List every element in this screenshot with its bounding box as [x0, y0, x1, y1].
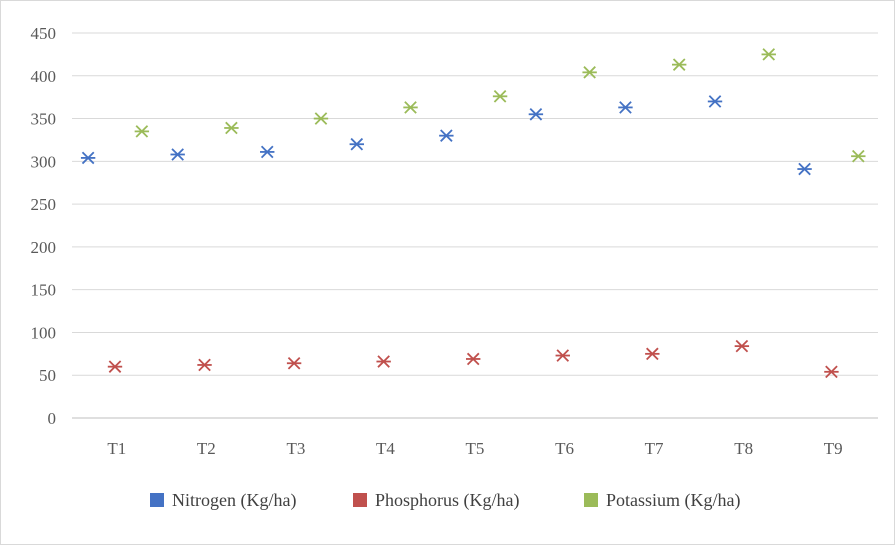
- data-point-1: [260, 145, 275, 159]
- data-point-3: [851, 149, 866, 163]
- data-point-3: [582, 66, 597, 79]
- data-point-3: [403, 101, 418, 114]
- y-tick-label: 450: [31, 24, 57, 43]
- x-tick-label: T1: [107, 439, 126, 458]
- legend-swatch: [353, 493, 367, 507]
- data-point-1: [80, 151, 96, 165]
- y-axis: 0 50 100 150 200 250 300 350 400 450: [31, 24, 57, 428]
- x-tick-label: T5: [466, 439, 485, 458]
- x-axis: T1 T2 T3 T4 T5 T6 T7 T8 T9: [107, 439, 842, 458]
- y-tick-label: 300: [31, 152, 57, 171]
- data-point-1: [170, 148, 185, 161]
- x-tick-label: T9: [824, 439, 843, 458]
- data-point-2: [286, 356, 302, 370]
- legend-swatch: [150, 493, 164, 507]
- x-tick-label: T8: [734, 439, 753, 458]
- y-tick-label: 50: [39, 366, 56, 385]
- y-tick-label: 100: [31, 323, 57, 342]
- data-point-1: [439, 129, 454, 142]
- x-tick-label: T3: [286, 439, 305, 458]
- data-point-3: [134, 125, 150, 138]
- legend-label: Potassium (Kg/ha): [606, 490, 741, 511]
- data-point-2: [645, 347, 660, 361]
- x-tick-label: T7: [645, 439, 664, 458]
- y-tick-label: 200: [31, 238, 57, 257]
- data-point-1: [618, 101, 633, 114]
- data-point-2: [555, 349, 570, 362]
- data-point-3: [224, 121, 239, 135]
- y-tick-label: 0: [48, 409, 57, 428]
- y-tick-label: 250: [31, 195, 57, 214]
- data-point-2: [466, 352, 481, 366]
- y-tick-label: 350: [31, 110, 57, 129]
- y-tick-label: 400: [31, 67, 57, 86]
- data-point-2: [376, 355, 391, 368]
- gridlines: [72, 32, 878, 419]
- data-point-3: [492, 90, 508, 103]
- x-tick-label: T2: [197, 439, 216, 458]
- x-tick-label: T4: [376, 439, 395, 458]
- data-points: [80, 48, 866, 379]
- y-tick-label: 150: [31, 281, 57, 300]
- data-point-2: [197, 358, 212, 372]
- legend: Nitrogen (Kg/ha) Phosphorus (Kg/ha) Potass…: [150, 490, 741, 511]
- data-point-1: [528, 107, 544, 121]
- data-point-3: [671, 58, 687, 71]
- data-point-1: [707, 95, 723, 108]
- legend-label: Nitrogen (Kg/ha): [172, 490, 296, 511]
- x-tick-label: T6: [555, 439, 574, 458]
- data-point-2: [824, 365, 839, 379]
- data-point-1: [349, 137, 364, 151]
- legend-swatch: [584, 493, 598, 507]
- legend-label: Phosphorus (Kg/ha): [375, 490, 520, 511]
- data-point-2: [107, 360, 123, 373]
- data-point-3: [761, 48, 776, 61]
- data-point-1: [797, 162, 812, 176]
- data-point-2: [734, 339, 750, 353]
- data-point-3: [313, 112, 329, 125]
